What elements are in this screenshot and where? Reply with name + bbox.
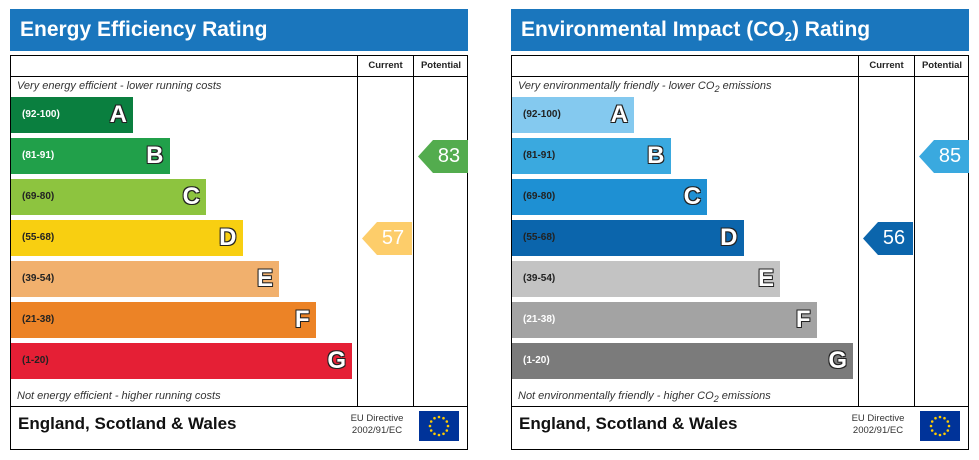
rating-band-b: (81-91) B xyxy=(11,138,170,174)
rating-band-e: (39-54) E xyxy=(512,261,780,297)
current-rating-value: 56 xyxy=(882,227,906,249)
band-letter: G xyxy=(327,347,346,374)
col-current-header: Current xyxy=(368,60,403,71)
band-range-label: (1-20) xyxy=(523,355,550,366)
band-letter: A xyxy=(610,101,628,128)
current-rating-arrow: 56 xyxy=(863,222,913,255)
bottom-note: Not environmentally friendly - higher CO… xyxy=(518,390,771,404)
rating-band-f: (21-38) F xyxy=(512,302,817,338)
band-letter: D xyxy=(219,224,237,251)
band-letter: F xyxy=(294,306,310,333)
rating-band-e: (39-54) E xyxy=(11,261,279,297)
band-range-label: (92-100) xyxy=(523,109,561,120)
band-range-label: (21-38) xyxy=(523,314,556,325)
rating-band-b: (81-91) B xyxy=(512,138,671,174)
rating-band-d: (55-68) D xyxy=(512,220,744,256)
eu-directive: EU Directive 2002/91/EC xyxy=(846,413,910,437)
band-letter: C xyxy=(182,183,200,210)
eu-directive-line2: 2002/91/EC xyxy=(351,425,403,436)
potential-rating-arrow: 83 xyxy=(418,140,468,173)
band-range-label: (69-80) xyxy=(523,191,556,202)
band-range-label: (39-54) xyxy=(523,273,556,284)
bottom-note-text: Not environmentally friendly - higher CO xyxy=(518,390,714,402)
rating-band-a: (92-100) A xyxy=(512,97,634,133)
potential-rating-arrow: 85 xyxy=(919,140,969,173)
band-letter: F xyxy=(795,306,811,333)
band-range-label: (81-91) xyxy=(523,150,556,161)
band-range-label: (1-20) xyxy=(22,355,49,366)
col-current-header: Current xyxy=(869,60,904,71)
bottom-note-subscript: 2 xyxy=(713,394,719,405)
band-letter: G xyxy=(828,347,847,374)
divider xyxy=(413,56,414,406)
top-note: Very energy efficient - lower running co… xyxy=(17,80,222,92)
energy-title: Energy Efficiency Rating xyxy=(10,9,468,51)
title-text-end: ) Rating xyxy=(791,18,871,41)
band-letter: A xyxy=(109,101,127,128)
top-note-text-end: emissions xyxy=(719,80,772,92)
band-letter: E xyxy=(757,265,774,292)
band-letter: D xyxy=(720,224,738,251)
energy-frame: Current Potential Very energy efficient … xyxy=(10,55,468,450)
title-text: Environmental Impact (CO xyxy=(521,18,785,41)
divider xyxy=(11,406,467,407)
col-potential-header: Potential xyxy=(921,60,963,71)
top-note-subscript: 2 xyxy=(714,84,720,95)
rating-band-f: (21-38) F xyxy=(11,302,316,338)
divider xyxy=(858,56,859,406)
eu-flag-icon xyxy=(419,411,459,441)
environmental-impact-panel: Environmental Impact (CO2) Rating Curren… xyxy=(511,9,969,450)
current-rating-value: 57 xyxy=(381,227,405,249)
band-range-label: (69-80) xyxy=(22,191,55,202)
potential-rating-value: 85 xyxy=(938,145,962,167)
rating-band-c: (69-80) C xyxy=(512,179,707,215)
rating-band-g: (1-20) G xyxy=(512,343,853,379)
col-potential-header: Potential xyxy=(420,60,462,71)
eu-flag-icon xyxy=(920,411,960,441)
rating-band-a: (92-100) A xyxy=(11,97,133,133)
eu-directive-line1: EU Directive xyxy=(350,413,404,424)
band-letter: B xyxy=(146,142,164,169)
eu-directive-line1: EU Directive xyxy=(851,413,905,424)
eu-directive: EU Directive 2002/91/EC xyxy=(345,413,409,437)
divider xyxy=(11,76,467,77)
band-letter: E xyxy=(256,265,273,292)
rating-band-c: (69-80) C xyxy=(11,179,206,215)
current-rating-arrow: 57 xyxy=(362,222,412,255)
environment-frame: Current Potential Very environmentally f… xyxy=(511,55,969,450)
divider xyxy=(914,56,915,406)
bottom-note: Not energy efficient - higher running co… xyxy=(17,390,221,402)
footer-region: England, Scotland & Wales xyxy=(519,414,738,433)
band-range-label: (55-68) xyxy=(523,232,556,243)
band-letter: C xyxy=(683,183,701,210)
band-letter: B xyxy=(647,142,665,169)
band-range-label: (92-100) xyxy=(22,109,60,120)
top-note-text: Very environmentally friendly - lower CO xyxy=(518,80,715,92)
divider xyxy=(512,406,968,407)
band-range-label: (81-91) xyxy=(22,150,55,161)
rating-band-d: (55-68) D xyxy=(11,220,243,256)
band-range-label: (21-38) xyxy=(22,314,55,325)
potential-rating-value: 83 xyxy=(437,145,461,167)
bottom-note-text-end: emissions xyxy=(718,390,771,402)
band-range-label: (55-68) xyxy=(22,232,55,243)
top-note: Very environmentally friendly - lower CO… xyxy=(518,80,772,94)
energy-efficiency-panel: Energy Efficiency Rating Current Potenti… xyxy=(10,9,468,450)
divider xyxy=(357,56,358,406)
rating-band-g: (1-20) G xyxy=(11,343,352,379)
divider xyxy=(512,76,968,77)
footer-region: England, Scotland & Wales xyxy=(18,414,237,433)
band-range-label: (39-54) xyxy=(22,273,55,284)
environment-title: Environmental Impact (CO2) Rating xyxy=(511,9,969,51)
title-subscript: 2 xyxy=(784,29,792,45)
eu-directive-line2: 2002/91/EC xyxy=(852,425,904,436)
